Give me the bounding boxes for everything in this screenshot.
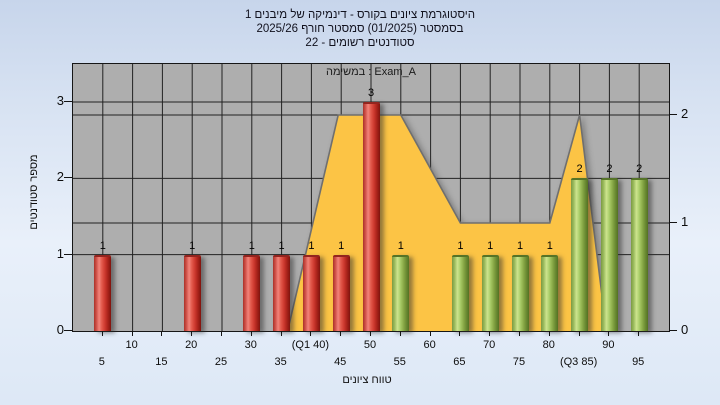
- x-tick-label-row1: 60: [423, 339, 436, 351]
- bar-value-label: 1: [99, 239, 106, 252]
- y-left-tick-label: 2: [56, 169, 64, 185]
- x-axis-tick: [399, 331, 401, 336]
- chart-title-block: היסטוגרמת ציונים בקורס - דינמיקה של מיבנ…: [0, 8, 720, 50]
- y-right-tick: [669, 222, 677, 223]
- y-right-tick: [669, 114, 677, 115]
- bar-value-label: 1: [487, 239, 494, 252]
- x-tick-label-row2: 45: [334, 356, 347, 368]
- x-axis-tick: [161, 331, 163, 336]
- x-axis-tick: [638, 331, 640, 336]
- bar-value-label: 1: [189, 239, 196, 252]
- y-right-tick-label: 0: [681, 322, 689, 337]
- histogram-bar-70: [481, 254, 499, 331]
- x-axis-tick: [578, 331, 580, 336]
- x-axis-tick: [489, 331, 491, 336]
- x-axis-tick: [519, 331, 520, 336]
- histogram-bar-75: [511, 254, 529, 331]
- bar-value-label: 3: [367, 87, 375, 99]
- histogram-bar-95: [630, 178, 648, 331]
- y-axis-title: מספר סטודנטים: [28, 154, 40, 230]
- x-axis-title: טווח ציונים: [342, 374, 392, 386]
- x-axis-tick: [280, 331, 282, 336]
- bar-value-label: 1: [338, 239, 345, 252]
- chart-title-line1: היסטוגרמת ציונים בקורס - דינמיקה של מיבנ…: [244, 9, 476, 21]
- y-left-tick-label: 3: [56, 93, 64, 108]
- x-tick-label-row2: 75: [512, 356, 526, 368]
- histogram-bar-85: [571, 178, 589, 331]
- x-axis-tick: [101, 331, 103, 336]
- x-axis-tick: [191, 331, 193, 336]
- x-tick-label-row1: 70: [483, 339, 496, 351]
- histogram-bar-40: [302, 254, 320, 331]
- histogram-bar-30: [243, 254, 261, 331]
- bar-value-label: 2: [636, 163, 643, 176]
- x-axis-tick: [310, 331, 312, 336]
- histogram-bar-35: [273, 254, 291, 331]
- x-tick-label-row2: 55: [393, 356, 406, 368]
- x-axis-tick: [131, 331, 133, 336]
- x-tick-label-row1: 90: [602, 339, 615, 351]
- x-axis-tick: [250, 331, 252, 336]
- x-tick-label-row2: 65: [453, 356, 466, 368]
- histogram-bar-90: [600, 178, 618, 331]
- bar-value-label: 1: [546, 239, 553, 252]
- y-right-tick-label: 2: [681, 106, 689, 121]
- y-left-tick: [64, 330, 72, 331]
- assignment-label: במשימה : Exam_A: [326, 66, 416, 78]
- y-right-tick: [669, 330, 677, 331]
- y-left-tick: [64, 177, 72, 179]
- distribution-area-edge: [286, 114, 608, 331]
- plot-area: במשימה : Exam_A 1 1 1 1 1 1 3 1 1 1 1 1 2 2 2: [72, 63, 670, 332]
- x-axis-tick: [221, 331, 222, 336]
- bar-value-label: 2: [576, 163, 583, 176]
- x-axis-tick: [548, 331, 550, 336]
- bar-value-label: 1: [397, 239, 404, 252]
- histogram-bar-65: [451, 254, 469, 331]
- x-tick-label-row2: 95: [632, 356, 645, 368]
- chart-title-line3: סטודנטים רשומים - 22: [305, 37, 415, 49]
- bar-value-label: 1: [308, 239, 315, 252]
- x-tick-label-row1: 20: [185, 339, 198, 351]
- y-right-tick-label: 1: [681, 214, 689, 229]
- x-tick-label-row2: 25: [214, 356, 228, 368]
- x-tick-label-row1: 10: [125, 339, 138, 351]
- x-tick-label-row2: (Q3 85): [559, 356, 598, 368]
- bar-value-label: 1: [248, 239, 255, 252]
- bar-value-label: 2: [606, 163, 613, 176]
- y-left-tick-label: 1: [56, 245, 64, 261]
- histogram-bar-50: [362, 102, 380, 331]
- x-axis-tick: [370, 331, 371, 336]
- x-tick-label-row2: 35: [274, 356, 287, 368]
- bar-value-label: 1: [457, 239, 464, 252]
- y-left-tick: [64, 101, 72, 102]
- y-left-tick: [64, 253, 72, 255]
- x-tick-label-row2: 15: [155, 356, 168, 368]
- x-tick-label-row1: 80: [542, 339, 555, 351]
- y-left-tick-label: 0: [56, 322, 64, 337]
- x-axis-tick: [429, 331, 431, 336]
- x-tick-label-row1: 30: [244, 339, 257, 351]
- histogram-bar-45: [332, 254, 350, 331]
- bar-value-label: 1: [278, 239, 285, 252]
- histogram-bar-20: [183, 254, 201, 331]
- chart-title-line2: בסמסטר (01/2025) סמסטר חורף 2025/26: [256, 23, 464, 35]
- x-tick-label-row1: 50: [363, 339, 377, 351]
- bar-value-label: 1: [516, 239, 524, 252]
- histogram-bar-80: [541, 254, 559, 331]
- histogram-bar-5: [94, 254, 112, 331]
- x-tick-label-row1: (Q1 40): [291, 339, 330, 351]
- x-tick-label-row2: 5: [98, 356, 105, 368]
- histogram-bar-55: [392, 254, 410, 331]
- x-axis-tick: [340, 331, 342, 336]
- x-axis-tick: [608, 331, 610, 336]
- x-axis-tick: [459, 331, 461, 336]
